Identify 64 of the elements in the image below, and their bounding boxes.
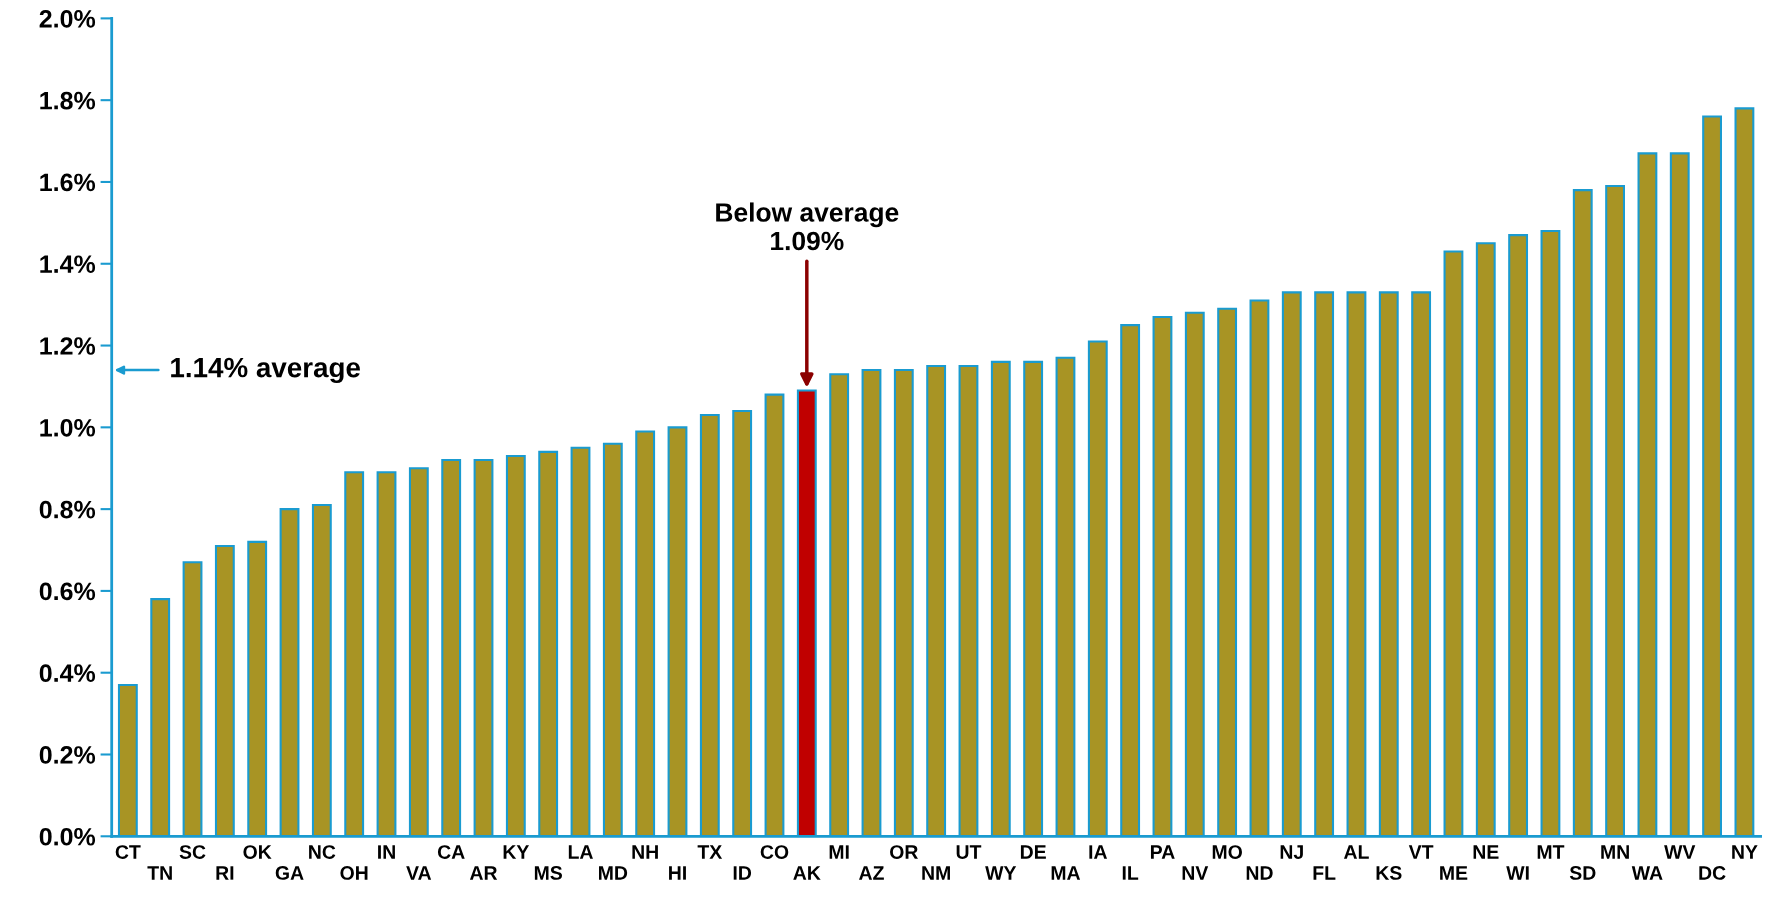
x-tick-label: MD [599,866,628,880]
x-tick-label: OK [243,845,272,859]
x-tick-label: MT [1537,845,1565,859]
x-tick-label: IA [1089,845,1108,859]
x-tick-label: PA [1150,845,1175,859]
x-tick-label: MA [1051,866,1081,880]
x-tick-label: NM [922,866,950,880]
y-tick-label: 0.4% [39,664,96,683]
x-tick-label: MS [534,866,562,880]
x-tick-label: CA [437,845,465,859]
y-tick-label: 0.8% [39,500,96,519]
x-tick-label: MO [1212,845,1242,859]
x-tick-label: WV [1664,845,1696,859]
x-tick-label: UT [956,845,982,859]
x-tick-label: RI [216,866,234,880]
x-tick-label: NH [632,845,658,859]
x-tick-label: GA [275,866,304,880]
x-tick-label: DC [1699,866,1726,880]
x-tick-label: LA [568,845,593,859]
x-tick-label: TX [697,845,723,859]
x-tick-label: TN [147,866,172,880]
x-tick-label: ID [733,866,752,880]
x-tick-label: MN [1601,845,1629,859]
x-tick-label: KS [1376,866,1402,880]
y-tick-label: 1.0% [40,418,96,437]
annotation: 1.14% average [171,357,360,384]
x-tick-label: VT [1408,845,1434,859]
x-tick-label: NE [1473,845,1499,859]
x-tick-label: MI [829,845,849,859]
y-tick-label: 1.8% [40,91,96,110]
y-tick-label: 1.6% [40,173,96,192]
y-tick-label: 1.4% [40,255,96,274]
x-tick-label: WA [1631,866,1663,880]
x-tick-label: NY [1732,845,1758,859]
x-tick-label: NJ [1280,845,1303,859]
x-tick-label: IL [1122,866,1139,880]
x-tick-label: AZ [859,866,884,880]
x-tick-label: VA [406,866,432,880]
y-tick-label: 1.2% [40,337,96,355]
x-tick-label: CT [115,845,141,859]
x-tick-label: IN [378,845,395,859]
x-tick-label: AR [469,866,498,880]
x-tick-label: HI [669,866,686,880]
x-tick-label: OR [890,845,918,859]
x-tick-label: NC [309,845,336,859]
annotation: Below average 1.09% [716,202,899,251]
x-tick-label: AK [793,866,821,880]
x-tick-label: AL [1343,845,1369,859]
y-tick-label: 0.0% [39,827,96,846]
x-tick-label: CO [760,845,789,859]
y-tick-label: 2.0% [39,9,96,28]
x-tick-label: NV [1182,866,1209,880]
x-tick-label: FL [1313,866,1336,880]
x-tick-label: ME [1440,866,1468,880]
x-tick-label: WY [985,866,1017,880]
y-tick-label: 0.2% [39,746,96,764]
x-tick-label: ND [1246,866,1273,880]
x-tick-label: KY [503,845,530,859]
x-tick-label: OH [340,866,368,880]
x-tick-label: SD [1569,866,1596,880]
y-tick-label: 0.6% [39,582,96,601]
x-tick-label: DE [1020,845,1046,859]
x-tick-label: SC [179,845,206,859]
x-tick-label: WI [1506,866,1529,880]
